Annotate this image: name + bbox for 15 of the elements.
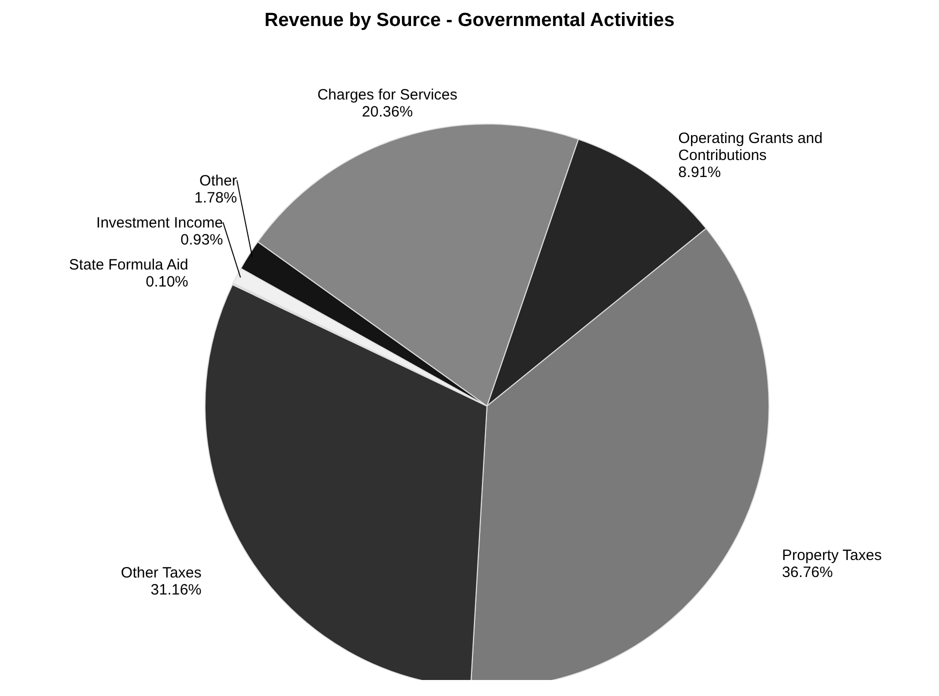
slice-label: Charges for Services <box>317 86 458 104</box>
slice-label: Operating Grants and Contributions <box>678 130 823 164</box>
slice-label: Other Taxes <box>120 564 202 582</box>
data-label: 36.76% <box>782 564 833 582</box>
slice-label: Investment Income <box>96 214 224 232</box>
data-label: 1.78% <box>194 189 237 206</box>
chart-title: Revenue by Source - Governmental Activities <box>264 10 675 31</box>
slice-label: Property Taxes <box>782 547 882 564</box>
slice-label: State Formula Aid <box>69 256 188 274</box>
data-label: 0.10% <box>146 273 188 290</box>
slice-label: Other <box>199 172 237 190</box>
data-label: 31.16% <box>150 581 202 598</box>
data-label: 20.36% <box>362 104 413 121</box>
data-label: 8.91% <box>678 164 721 181</box>
data-label: 0.93% <box>180 231 224 248</box>
